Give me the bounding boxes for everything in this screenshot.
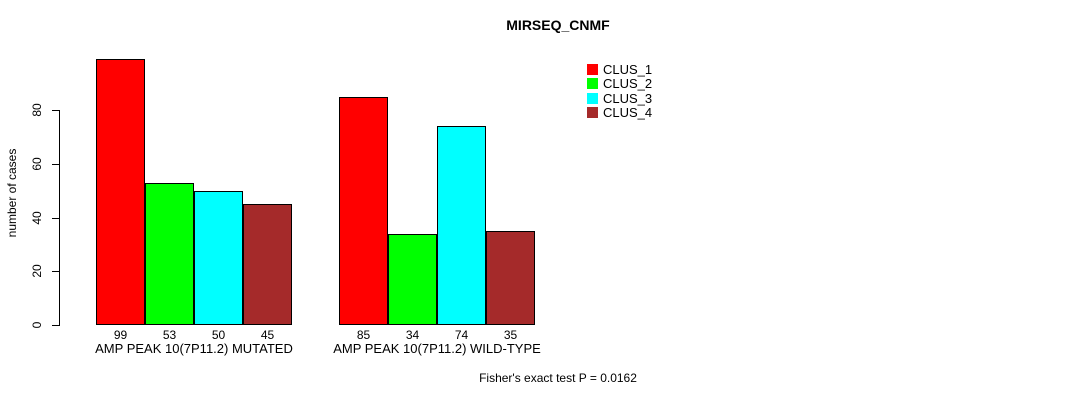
bar-clus_3-group2 bbox=[437, 126, 486, 325]
legend-item-clus_3: CLUS_3 bbox=[587, 91, 652, 106]
bar-clus_4-group2 bbox=[486, 230, 535, 325]
bar-clus_3-group1 bbox=[194, 190, 243, 325]
bar-value-label: 35 bbox=[503, 328, 518, 342]
bar-value-label: 53 bbox=[162, 328, 177, 342]
bar-value-label: 74 bbox=[454, 328, 469, 342]
bar-clus_2-group1 bbox=[145, 182, 194, 325]
bar-clus_1-group1 bbox=[96, 58, 145, 325]
legend-label: CLUS_1 bbox=[603, 61, 653, 77]
category-label-group2: AMP PEAK 10(7P11.2) WILD-TYPE bbox=[333, 341, 541, 356]
y-axis-tick bbox=[52, 110, 59, 111]
legend-label: CLUS_3 bbox=[603, 90, 653, 106]
bar-value-label: 99 bbox=[113, 328, 128, 342]
legend-swatch-clus_3 bbox=[587, 92, 598, 104]
category-label-group1: AMP PEAK 10(7P11.2) MUTATED bbox=[95, 341, 293, 356]
y-axis-tick bbox=[52, 163, 59, 165]
legend: CLUS_1 CLUS_2 CLUS_3 CLUS_4 bbox=[587, 62, 652, 120]
y-axis-tick bbox=[52, 325, 59, 326]
y-tick-label: 60 bbox=[30, 157, 44, 171]
y-tick-label: 40 bbox=[30, 210, 44, 225]
legend-item-clus_2: CLUS_2 bbox=[587, 77, 652, 92]
y-tick-label: 0 bbox=[30, 321, 44, 329]
y-axis-tick bbox=[52, 217, 59, 219]
legend-item-clus_4: CLUS_4 bbox=[587, 106, 652, 121]
y-axis-line bbox=[59, 110, 60, 326]
legend-label: CLUS_2 bbox=[603, 76, 653, 92]
y-axis-title: number of cases bbox=[5, 148, 19, 238]
y-axis-tick bbox=[52, 271, 59, 273]
chart-title: MIRSEQ_CNMF bbox=[506, 17, 610, 33]
legend-item-clus_1: CLUS_1 bbox=[587, 62, 652, 77]
annotation-fisher-test: Fisher's exact test P = 0.0162 bbox=[479, 371, 637, 385]
bar-clus_1-group2 bbox=[339, 96, 388, 325]
bar-value-label: 85 bbox=[356, 328, 371, 342]
legend-swatch-clus_4 bbox=[587, 107, 598, 119]
y-tick-label: 20 bbox=[30, 264, 44, 278]
legend-swatch-clus_1 bbox=[587, 63, 598, 75]
bar-value-label: 50 bbox=[211, 328, 226, 342]
bar-clus_2-group2 bbox=[388, 233, 437, 325]
y-tick-label: 80 bbox=[30, 103, 44, 117]
bar-value-label: 45 bbox=[260, 328, 275, 342]
bar-clus_4-group1 bbox=[243, 204, 292, 325]
bar-value-label: 34 bbox=[405, 328, 420, 342]
legend-label: CLUS_4 bbox=[603, 105, 653, 121]
legend-swatch-clus_2 bbox=[587, 78, 598, 90]
